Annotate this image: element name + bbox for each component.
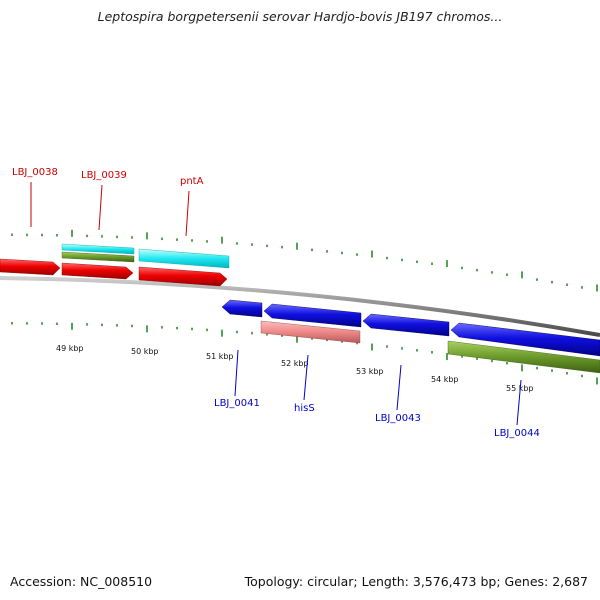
gene-arrow-lbj-0044 (450, 322, 600, 357)
scale-label: 53 kbp (356, 367, 384, 376)
gene-label-lbj-0043: LBJ_0043 (375, 413, 421, 424)
forward-gene-labels: LBJ_0038 LBJ_0039 pntA (12, 167, 204, 237)
reverse-tick-track (11, 322, 598, 385)
leader-line (396, 364, 402, 411)
scale-label: 50 kbp (131, 347, 159, 356)
feature-cyan-lbj-0039 (61, 243, 135, 255)
gene-label-hiss: hisS (294, 403, 315, 414)
gene-label-pnta: pntA (180, 176, 204, 187)
leader-line (98, 184, 103, 231)
gene-arrow-lbj-0038 (0, 258, 61, 276)
leader-line (185, 190, 190, 237)
scale-label: 54 kbp (431, 375, 459, 384)
gene-arrow-unlabeled (221, 299, 263, 318)
leader-line (516, 379, 522, 426)
genome-stats-label: Topology: circular; Length: 3,576,473 bp… (244, 574, 588, 589)
scale-label: 52 kbp (281, 359, 309, 368)
scale-label: 51 kbp (206, 352, 234, 361)
leader-line (303, 354, 309, 401)
gene-label-lbj-0038: LBJ_0038 (12, 167, 58, 178)
leader-line (234, 349, 239, 397)
scale-label: 49 kbp (56, 344, 84, 353)
chromosome-backbone (0, 276, 600, 337)
gene-arrow-lbj-0039 (61, 262, 134, 280)
gene-label-lbj-0041: LBJ_0041 (214, 398, 260, 409)
forward-tick-track (11, 229, 598, 292)
gene-arrow-hiss (263, 303, 362, 328)
feature-cyan-pnta (138, 248, 230, 269)
feature-olive-lbj-0039 (61, 251, 135, 263)
gene-label-lbj-0044: LBJ_0044 (494, 428, 540, 439)
feature-pink-hiss (260, 320, 361, 344)
gene-label-lbj-0039: LBJ_0039 (81, 170, 127, 181)
accession-label: Accession: NC_008510 (10, 574, 153, 589)
gene-arrow-lbj-0043 (362, 313, 450, 337)
reverse-gene-labels: LBJ_0041 hisS LBJ_0043 LBJ_0044 (214, 349, 540, 439)
map-title: Leptospira borgpetersenii serovar Hardjo… (97, 9, 503, 24)
reverse-strand-features (221, 299, 600, 374)
feature-olive-lbj-0044 (447, 340, 600, 374)
forward-strand-features (0, 243, 230, 287)
gene-arrow-pnta (138, 266, 228, 287)
